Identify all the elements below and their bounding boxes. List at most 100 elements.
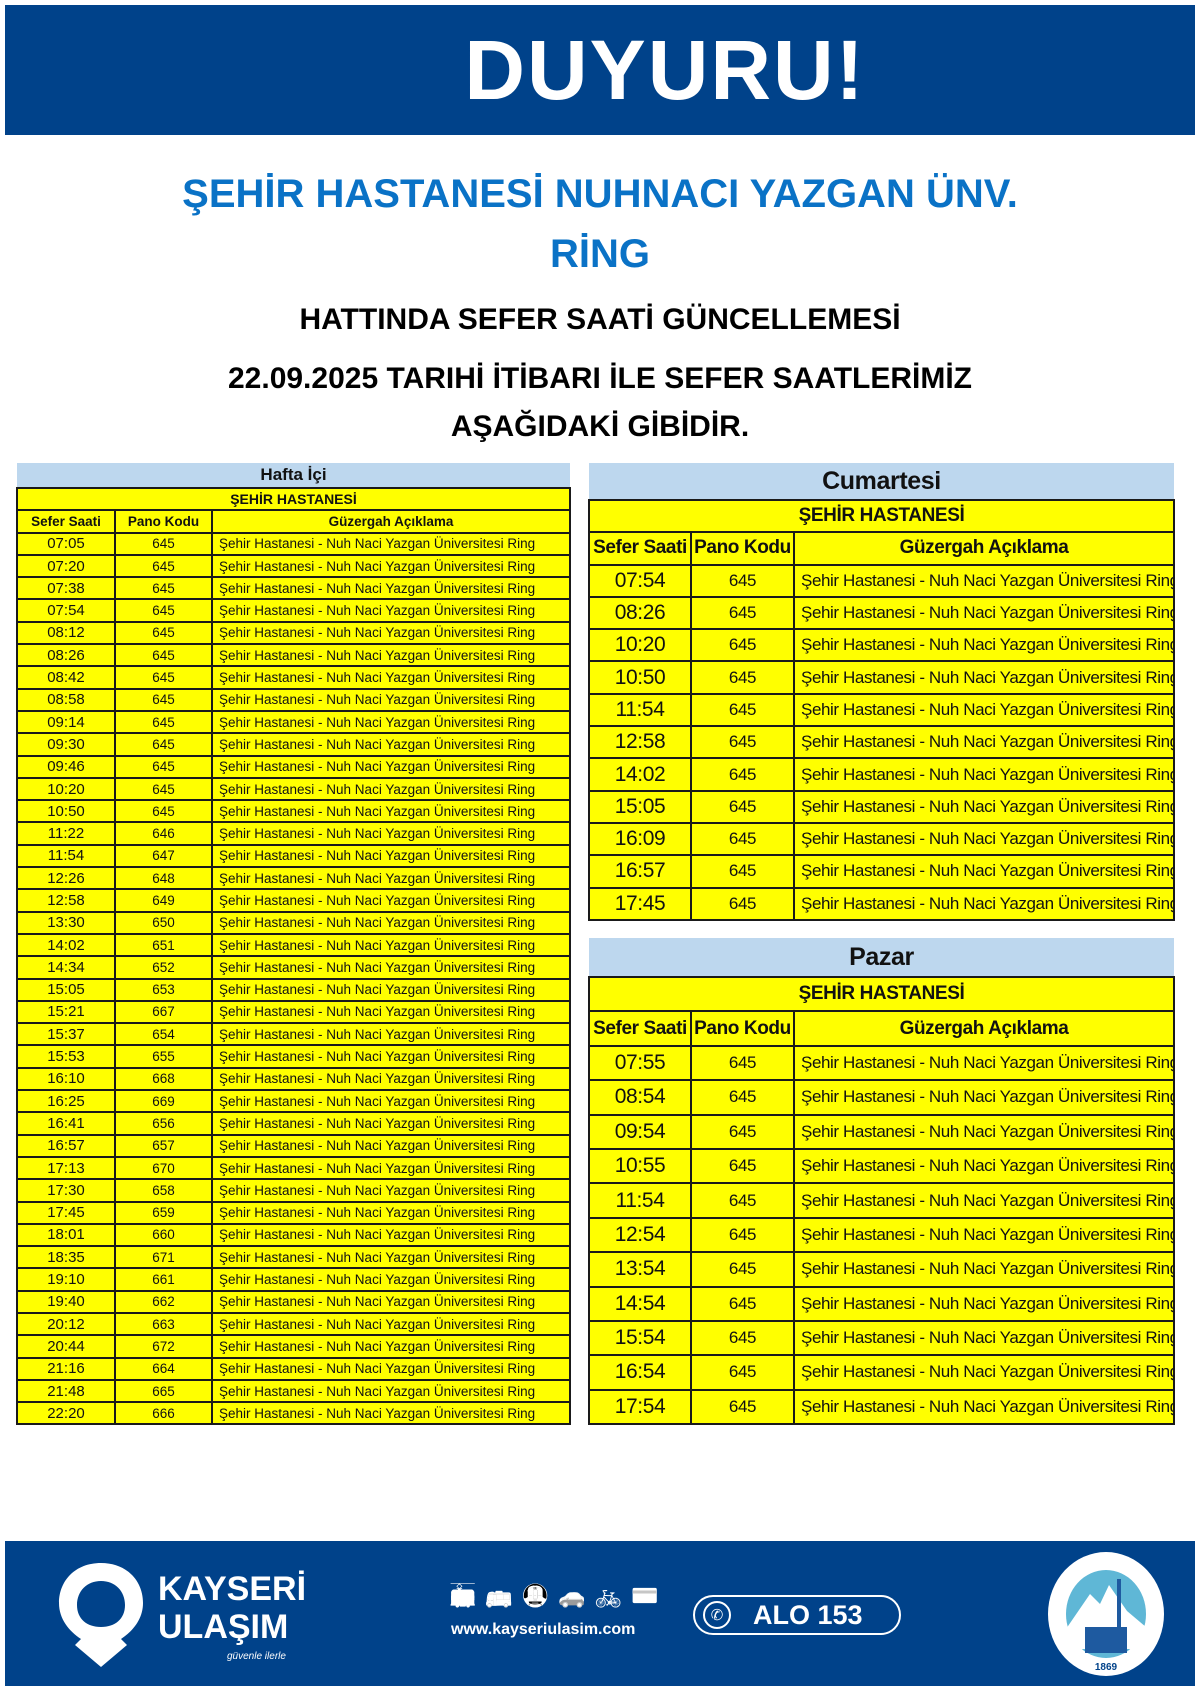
route-description: Şehir Hastanesi - Nuh Naci Yazgan Üniver… xyxy=(211,1311,571,1337)
departure-time: 07:54 xyxy=(588,563,692,598)
panel-code: 645 xyxy=(690,725,795,760)
panel-code: 645 xyxy=(690,1388,795,1426)
departure-time: 11:54 xyxy=(588,692,692,728)
panel-code: 645 xyxy=(114,553,213,579)
website-link[interactable]: www.kayseriulasim.com xyxy=(451,1621,636,1638)
route-description: Şehir Hastanesi - Nuh Naci Yazgan Üniver… xyxy=(793,757,1175,792)
panel-code: 645 xyxy=(690,821,795,857)
departure-time: 18:35 xyxy=(16,1245,116,1270)
table-row: 07:20 645 Şehir Hastanesi - Nuh Naci Yazga… xyxy=(16,553,571,579)
departure-time: 17:45 xyxy=(16,1200,116,1225)
panel-code: 656 xyxy=(114,1111,213,1136)
hotline-badge: ✆ ALO 153 xyxy=(693,1595,901,1635)
departure-time: 19:10 xyxy=(16,1267,116,1292)
panel-code: 645 xyxy=(690,1251,795,1288)
panel-code: 655 xyxy=(114,1044,213,1069)
table-row: 18:01 660 Şehir Hastanesi - Nuh Naci Yazga… xyxy=(16,1222,571,1248)
table-row: 10:20 645 Şehir Hastanesi - Nuh Naci Yazga… xyxy=(16,776,571,802)
route-description: Şehir Hastanesi - Nuh Naci Yazgan Üniver… xyxy=(211,1178,571,1203)
panel-code: 645 xyxy=(690,757,795,792)
departure-time: 10:20 xyxy=(588,628,692,663)
route-description: Şehir Hastanesi - Nuh Naci Yazgan Üniver… xyxy=(793,1147,1175,1185)
panel-code: 659 xyxy=(114,1200,213,1225)
headline-line3: HATTINDA SEFER SAATİ GÜNCELLEMESİ xyxy=(299,303,901,336)
panel-code: 645 xyxy=(690,660,795,695)
route-description: Şehir Hastanesi - Nuh Naci Yazgan Üniver… xyxy=(211,1200,571,1225)
table-row: 09:54 645 Şehir Hastanesi - Nuh Naci Yazga… xyxy=(588,1113,1175,1150)
table-row: 12:58 649 Şehir Hastanesi - Nuh Naci Yazga… xyxy=(16,888,571,913)
sunday-schedule-table: Pazar ŞEHİR HASTANESİ Sefer Saati Pano Kodu… xyxy=(588,938,1175,1426)
contactless-card-icon: 💳 xyxy=(631,1583,659,1608)
table-row: 11:54 645 Şehir Hastanesi - Nuh Naci Yazga… xyxy=(588,1182,1175,1219)
column-header-row: Sefer Saati Pano Kodu Güzergah Açıklama xyxy=(16,509,571,534)
panel-code: 645 xyxy=(690,1113,795,1150)
table-row: 16:57 657 Şehir Hastanesi - Nuh Naci Yazga… xyxy=(16,1133,571,1158)
panel-code: 645 xyxy=(690,1044,795,1082)
panel-code: 649 xyxy=(114,888,213,913)
departure-time: 10:55 xyxy=(588,1147,692,1185)
panel-code-header: Pano Kodu xyxy=(114,509,213,534)
panel-code: 645 xyxy=(690,1216,795,1254)
headline-line4: 22.09.2025 TARIHİ İTİBARI İLE SEFER SAAT… xyxy=(227,362,973,395)
station-name: ŞEHİR HASTANESİ xyxy=(588,975,1175,1013)
panel-code: 658 xyxy=(114,1178,213,1203)
table-row: 14:02 645 Şehir Hastanesi - Nuh Naci Yazga… xyxy=(588,757,1175,792)
route-description: Şehir Hastanesi - Nuh Naci Yazgan Üniver… xyxy=(211,1356,571,1381)
departure-time-header: Sefer Saati xyxy=(588,531,692,566)
departure-time: 16:10 xyxy=(16,1066,116,1092)
panel-code: 654 xyxy=(114,1022,213,1047)
departure-time: 16:09 xyxy=(588,821,692,857)
route-description: Şehir Hastanesi - Nuh Naci Yazgan Üniver… xyxy=(793,1113,1175,1150)
departure-time: 21:48 xyxy=(16,1378,116,1404)
banner-title: DUYURU! xyxy=(464,22,866,117)
route-description: Şehir Hastanesi - Nuh Naci Yazgan Üniver… xyxy=(211,999,571,1025)
route-description-header: Güzergah Açıklama xyxy=(211,509,571,534)
departure-time: 09:46 xyxy=(16,754,116,779)
table-row: 17:30 658 Şehir Hastanesi - Nuh Naci Yazga… xyxy=(16,1178,571,1203)
table-row: 14:54 645 Şehir Hastanesi - Nuh Naci Yazga… xyxy=(588,1285,1175,1322)
route-description: Şehir Hastanesi - Nuh Naci Yazgan Üniver… xyxy=(211,1133,571,1158)
route-description-header: Güzergah Açıklama xyxy=(793,1010,1175,1047)
departure-time: 07:38 xyxy=(16,576,116,601)
departure-time: 08:12 xyxy=(16,620,116,646)
route-description: Şehir Hastanesi - Nuh Naci Yazgan Üniver… xyxy=(211,1089,571,1114)
table-row: 12:54 645 Şehir Hastanesi - Nuh Naci Yazga… xyxy=(588,1216,1175,1254)
table-row: 17:45 645 Şehir Hastanesi - Nuh Naci Yazga… xyxy=(588,886,1175,921)
route-description: Şehir Hastanesi - Nuh Naci Yazgan Üniver… xyxy=(211,1267,571,1292)
departure-time: 07:05 xyxy=(16,531,116,556)
panel-code: 645 xyxy=(114,732,213,757)
departure-time: 17:13 xyxy=(16,1155,116,1181)
route-description: Şehir Hastanesi - Nuh Naci Yazgan Üniver… xyxy=(211,531,571,556)
table-row: 13:30 650 Şehir Hastanesi - Nuh Naci Yazga… xyxy=(16,910,571,935)
panel-code: 648 xyxy=(114,866,213,891)
route-description: Şehir Hastanesi - Nuh Naci Yazgan Üniver… xyxy=(211,799,571,824)
route-description: Şehir Hastanesi - Nuh Naci Yazgan Üniver… xyxy=(211,1222,571,1248)
departure-time: 15:53 xyxy=(16,1044,116,1069)
table-row: 21:16 664 Şehir Hastanesi - Nuh Naci Yazga… xyxy=(16,1356,571,1381)
departure-time: 16:57 xyxy=(16,1133,116,1158)
panel-code: 664 xyxy=(114,1356,213,1381)
route-description: Şehir Hastanesi - Nuh Naci Yazgan Üniver… xyxy=(211,643,571,668)
departure-time: 20:44 xyxy=(16,1334,116,1359)
departure-time: 15:05 xyxy=(16,977,116,1002)
route-description: Şehir Hastanesi - Nuh Naci Yazgan Üniver… xyxy=(211,687,571,712)
table-row: 22:20 666 Şehir Hastanesi - Nuh Naci Yazga… xyxy=(16,1401,571,1426)
departure-time: 10:50 xyxy=(16,799,116,824)
route-description: Şehir Hastanesi - Nuh Naci Yazgan Üniver… xyxy=(211,977,571,1002)
station-name: ŞEHİR HASTANESİ xyxy=(16,486,571,512)
route-description: Şehir Hastanesi - Nuh Naci Yazgan Üniver… xyxy=(211,1111,571,1136)
panel-code: 645 xyxy=(690,1182,795,1219)
panel-code: 666 xyxy=(114,1401,213,1426)
route-description: Şehir Hastanesi - Nuh Naci Yazgan Üniver… xyxy=(211,1066,571,1092)
route-description: Şehir Hastanesi - Nuh Naci Yazgan Üniver… xyxy=(793,1251,1175,1288)
panel-code: 645 xyxy=(690,1319,795,1357)
route-description: Şehir Hastanesi - Nuh Naci Yazgan Üniver… xyxy=(793,789,1175,824)
panel-code: 645 xyxy=(690,692,795,728)
panel-code: 645 xyxy=(114,643,213,668)
route-description: Şehir Hastanesi - Nuh Naci Yazgan Üniver… xyxy=(211,665,571,690)
table-row: 07:55 645 Şehir Hastanesi - Nuh Naci Yazga… xyxy=(588,1044,1175,1082)
panel-code: 645 xyxy=(114,799,213,824)
route-description: Şehir Hastanesi - Nuh Naci Yazgan Üniver… xyxy=(211,1245,571,1270)
departure-time: 14:02 xyxy=(588,757,692,792)
departure-time: 11:54 xyxy=(588,1182,692,1219)
